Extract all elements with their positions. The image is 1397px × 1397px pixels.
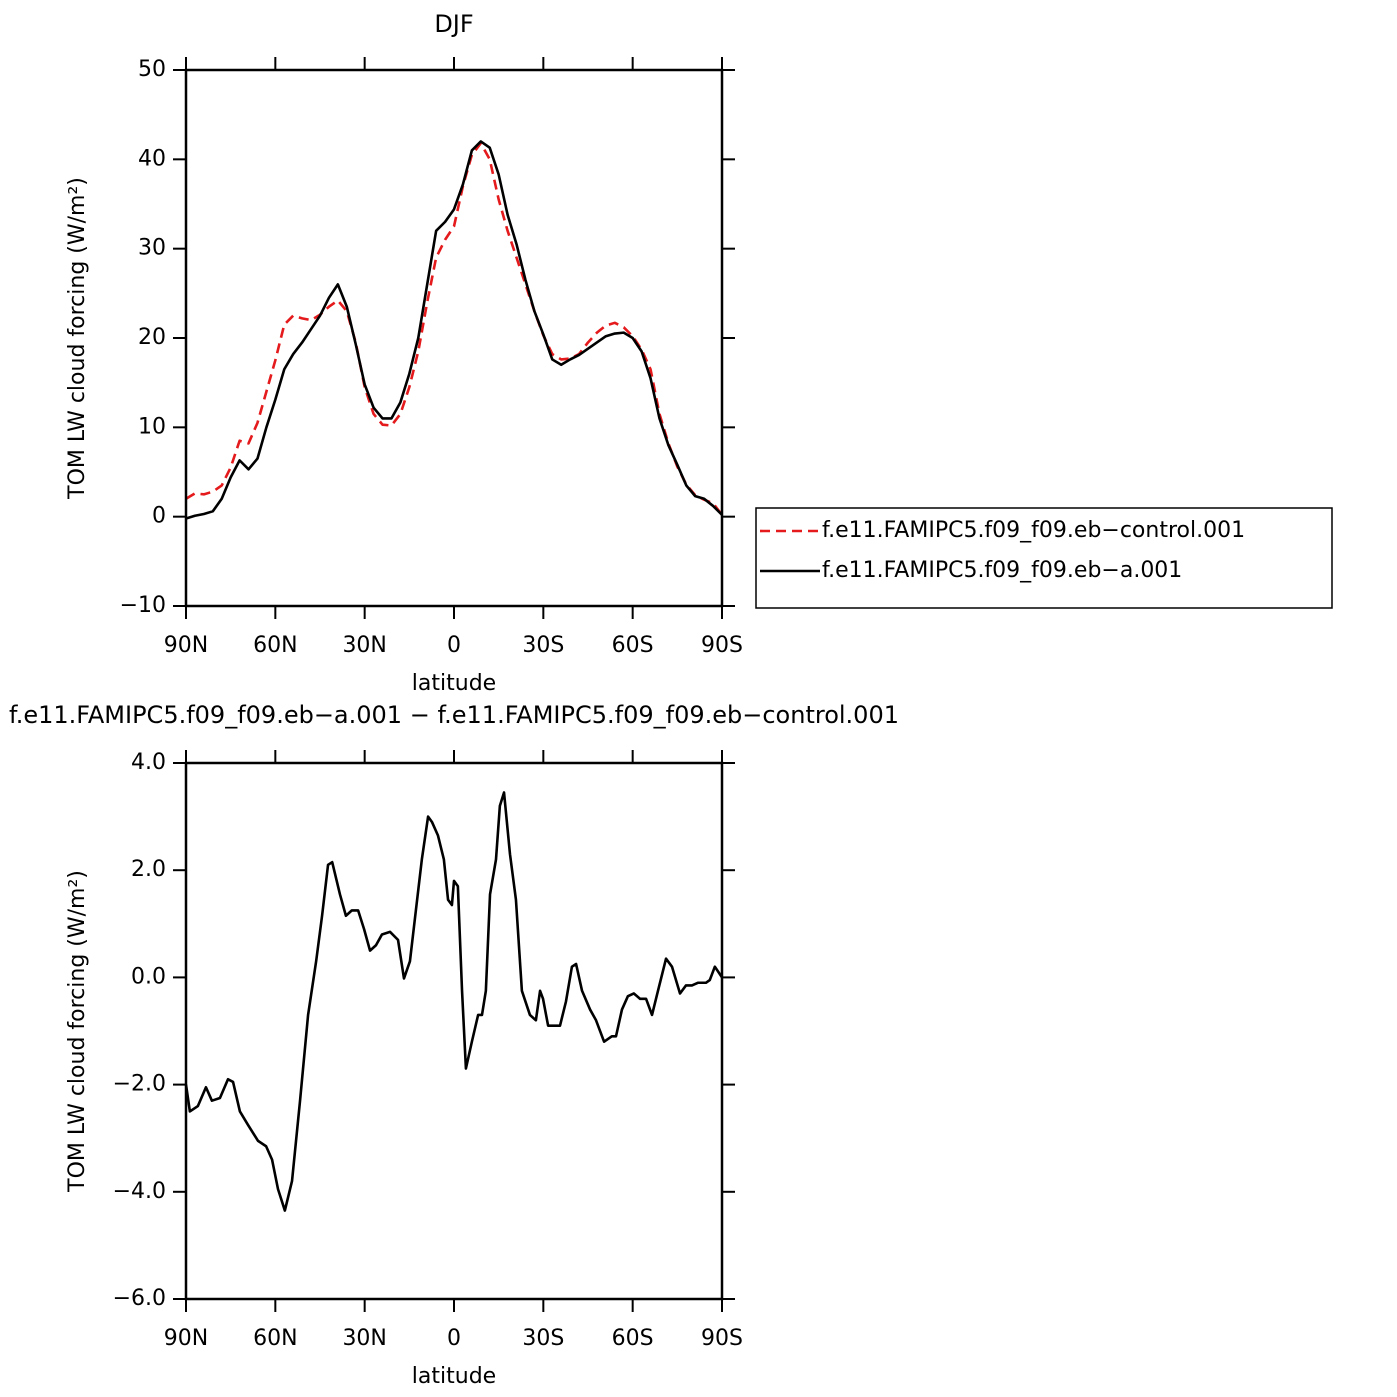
chart-title: DJF bbox=[434, 10, 473, 38]
x-axis-label: latitude bbox=[412, 1364, 496, 1389]
y-tick-label: −6.0 bbox=[113, 1286, 166, 1311]
x-tick-label: 30N bbox=[342, 1326, 386, 1351]
x-tick-label: 30S bbox=[522, 633, 564, 658]
x-tick-label: 60N bbox=[253, 1326, 297, 1351]
y-tick-label: 2.0 bbox=[131, 857, 166, 882]
x-tick-label: 90S bbox=[701, 633, 743, 658]
y-tick-label: 50 bbox=[138, 57, 166, 82]
y-tick-label: −2.0 bbox=[113, 1072, 166, 1097]
data-line bbox=[184, 791, 724, 1212]
x-axis-label: latitude bbox=[412, 671, 496, 696]
x-tick-label: 60N bbox=[253, 633, 297, 658]
x-tick-label: 90N bbox=[164, 633, 208, 658]
y-axis-label: TOM LW cloud forcing (W/m²) bbox=[65, 870, 90, 1193]
x-tick-label: 60S bbox=[612, 633, 654, 658]
data-line bbox=[185, 140, 723, 520]
plot-frame bbox=[184, 761, 724, 1301]
x-tick-label: 90S bbox=[701, 1326, 743, 1351]
y-tick-label: 0.0 bbox=[131, 964, 166, 989]
y-tick-label: −10 bbox=[120, 593, 166, 618]
y-tick-label: 30 bbox=[138, 236, 166, 261]
legend-label: f.e11.FAMIPC5.f09_f09.eb−control.001 bbox=[822, 518, 1245, 543]
x-tick-label: 60S bbox=[612, 1326, 654, 1351]
chart-title: f.e11.FAMIPC5.f09_f09.eb−a.001 − f.e11.F… bbox=[9, 701, 899, 729]
y-tick-label: 4.0 bbox=[131, 750, 166, 775]
plot-frame bbox=[184, 68, 724, 608]
legend-box bbox=[755, 507, 1333, 609]
x-tick-label: 30N bbox=[342, 633, 386, 658]
y-tick-label: 0 bbox=[152, 504, 166, 529]
x-tick-label: 0 bbox=[447, 1326, 461, 1351]
y-tick-label: 40 bbox=[138, 146, 166, 171]
y-tick-label: 20 bbox=[138, 325, 166, 350]
y-axis-label: TOM LW cloud forcing (W/m²) bbox=[65, 177, 90, 500]
y-tick-label: −4.0 bbox=[113, 1179, 166, 1204]
y-tick-label: 10 bbox=[138, 414, 166, 439]
data-line bbox=[185, 141, 724, 516]
x-tick-label: 90N bbox=[164, 1326, 208, 1351]
x-tick-label: 30S bbox=[522, 1326, 564, 1351]
x-tick-label: 0 bbox=[447, 633, 461, 658]
legend-label: f.e11.FAMIPC5.f09_f09.eb−a.001 bbox=[822, 558, 1182, 583]
